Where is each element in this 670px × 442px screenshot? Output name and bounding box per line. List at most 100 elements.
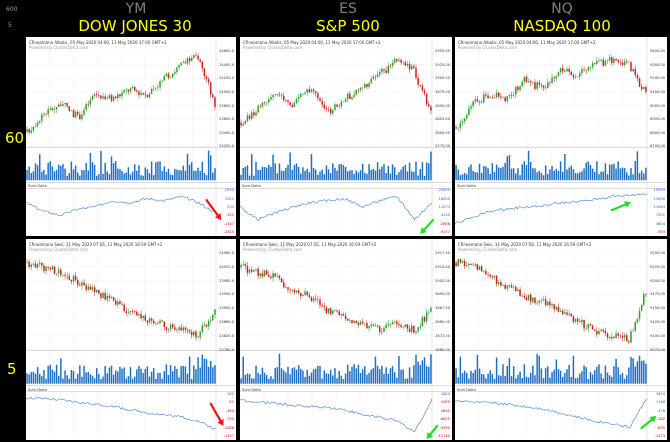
price-axis-label: 8700.00	[650, 144, 665, 149]
volume-bar	[263, 372, 266, 384]
candle	[540, 298, 543, 304]
chart-panel-nq-5[interactable]: Cfineamana Swis, 11 May 2020 07:56, 11 M…	[455, 239, 667, 440]
price-axis-label: 9200.00	[650, 278, 665, 283]
volume-bar	[561, 171, 564, 181]
delta-axis-label: -1473	[654, 434, 665, 438]
volume-bar	[64, 168, 66, 181]
candle	[28, 127, 30, 135]
volume-bar	[638, 355, 641, 384]
volume-bar	[570, 377, 573, 384]
candle	[559, 308, 562, 313]
candle	[140, 90, 142, 97]
price-axis-label: 2850.00	[435, 103, 450, 108]
volume-bar	[491, 163, 494, 181]
volume-bar	[165, 364, 168, 384]
chart-panel-nq-60[interactable]: Cfineamana Albalis, 05 May 2020 04:00, 1…	[455, 37, 667, 236]
volume-bar	[615, 168, 617, 181]
volume-bar	[532, 168, 534, 181]
volume-bar	[89, 374, 92, 384]
volume-bar	[317, 174, 319, 181]
volume-bar	[312, 369, 315, 384]
volume-bar	[617, 367, 619, 384]
volume-bar	[540, 172, 543, 181]
candle	[480, 100, 483, 104]
volume-bar	[534, 168, 536, 181]
red-arrow-icon	[205, 199, 222, 221]
price-axis-label: 9200.00	[650, 76, 665, 81]
volume-bar	[150, 161, 153, 181]
volume-bar	[487, 168, 489, 181]
volume-bar	[144, 167, 147, 181]
volume-bar	[517, 168, 519, 181]
delta-axis-label: -6625	[439, 417, 450, 422]
candle	[459, 258, 462, 264]
candle	[323, 302, 326, 311]
volume-bar	[591, 374, 594, 384]
volume-bar	[542, 175, 545, 181]
volume-bar	[184, 170, 187, 181]
candle	[32, 126, 35, 134]
column-title-sp500: S&P 500	[316, 17, 380, 35]
candle	[579, 70, 581, 81]
volume-bar	[182, 165, 185, 181]
candle	[74, 272, 77, 283]
candle	[357, 321, 360, 328]
chart-canvas	[26, 37, 236, 236]
candle	[45, 266, 47, 275]
volume-bar	[493, 171, 496, 181]
volume-bar	[163, 166, 166, 181]
volume-bar	[364, 172, 366, 181]
chart-panel-es-5[interactable]: Cfineamana Swis, 11 May 2020 07:56, 11 M…	[240, 239, 452, 440]
volume-bar	[98, 373, 100, 384]
volume-bar	[404, 164, 407, 181]
volume-bar	[60, 165, 62, 181]
candle	[60, 100, 62, 107]
volume-bar	[278, 163, 281, 181]
candle	[425, 93, 428, 107]
column-symbol-es: ES	[339, 1, 357, 17]
delta-axis-label: 7101	[655, 213, 665, 218]
candle	[171, 73, 174, 79]
candle	[334, 309, 336, 312]
volume-bar	[396, 174, 398, 181]
volume-bar	[366, 173, 368, 181]
volume-bar	[495, 357, 498, 384]
volume-bar	[317, 365, 319, 384]
candle	[174, 323, 176, 331]
delta-line	[240, 398, 433, 433]
volume-bar	[621, 372, 624, 384]
candle	[240, 119, 242, 129]
candle	[413, 63, 415, 70]
chart-panel-es-60[interactable]: Cfineamana Albalis, 05 May 2020 04:00, 1…	[240, 37, 452, 236]
candle	[625, 333, 628, 342]
candle	[289, 101, 291, 107]
volume-bar	[353, 173, 355, 181]
candle	[611, 332, 613, 342]
volume-bar	[472, 170, 474, 181]
candle	[64, 102, 66, 108]
volume-bar	[643, 360, 645, 384]
volume-bar	[332, 375, 334, 384]
candle	[504, 282, 506, 290]
volume-bar	[165, 171, 168, 181]
candle	[32, 262, 35, 267]
candle	[640, 303, 643, 312]
volume-bar	[374, 356, 377, 384]
candle	[489, 273, 491, 279]
candle	[38, 120, 41, 125]
volume-bar	[246, 373, 249, 384]
volume-bar	[428, 163, 430, 181]
volume-bar	[485, 166, 487, 181]
delta-axis-label: 3604	[655, 221, 665, 226]
chart-panel-ym-60[interactable]: Cfineamana Albalis, 05 May 2020 04:00, 1…	[26, 37, 236, 236]
candle	[53, 266, 56, 275]
volume-bar	[112, 163, 115, 181]
chart-panel-ym-5[interactable]: Cfineamana Swis, 11 May 2020 07:56, 11 M…	[26, 239, 236, 440]
candle	[285, 98, 287, 103]
volume-bar	[207, 366, 210, 384]
candle	[483, 91, 485, 104]
volume-bar	[167, 375, 170, 384]
candle	[45, 112, 47, 117]
candle	[327, 106, 330, 112]
candle	[163, 74, 166, 81]
